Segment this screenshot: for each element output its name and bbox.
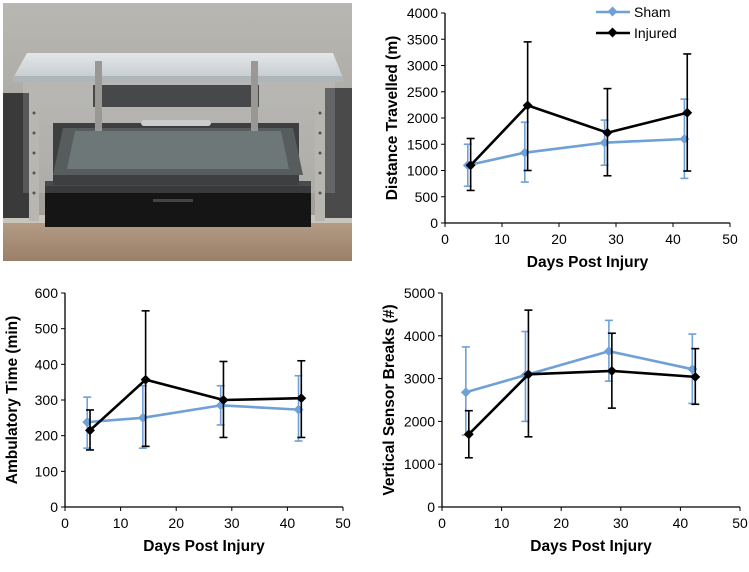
y-tick-label: 4000 — [407, 5, 438, 21]
y-tick-label: 2500 — [407, 84, 438, 100]
injured-data-point — [218, 395, 229, 405]
sham-series-line — [87, 404, 299, 424]
y-tick-label: 600 — [35, 285, 59, 301]
x-tick-label: 0 — [438, 515, 446, 531]
y-tick-label: 1000 — [407, 163, 438, 179]
y-tick-label: 5000 — [404, 285, 435, 301]
x-tick-label: 0 — [61, 515, 69, 531]
legend: Sham Injured — [596, 4, 677, 41]
y-tick-label: 400 — [35, 356, 59, 372]
x-tick-label: 10 — [113, 515, 129, 531]
x-tick-label: 40 — [673, 515, 689, 531]
x-tick-label: 30 — [224, 515, 240, 531]
activity-chamber-photo — [3, 3, 352, 261]
injured-data-point — [85, 425, 95, 436]
x-tick-label: 20 — [168, 515, 184, 531]
x-axis-label: Days Post Injury — [530, 538, 652, 555]
x-tick-label: 50 — [335, 515, 351, 531]
x-tick-label: 40 — [665, 231, 681, 247]
x-tick-label: 0 — [441, 231, 449, 247]
x-tick-label: 50 — [722, 231, 738, 247]
injured-series-line — [467, 369, 696, 436]
y-tick-label: 4000 — [404, 328, 435, 344]
injured-data-point — [682, 107, 693, 118]
y-tick-label: 100 — [35, 463, 59, 479]
y-tick-label: 2000 — [407, 110, 438, 126]
injured-data-point — [690, 371, 701, 382]
legend-sham-marker — [607, 6, 618, 17]
ambulatory-time-chart: 0 100 200 300 400 500 600 0 10 20 30 40 50 Days Post … — [4, 285, 351, 555]
injured-data-point — [465, 160, 476, 171]
injured-data-point — [463, 429, 474, 440]
y-tick-label: 3000 — [407, 58, 438, 74]
y-axis-label: Vertical Sensor Breaks (#) — [381, 304, 398, 495]
vertical-sensor-breaks-chart: 0 1000 2000 3000 4000 5000 0 10 20 30 40 50 Days Pos… — [381, 285, 748, 555]
x-tick-label: 30 — [608, 231, 624, 247]
x-tick-label: 10 — [494, 515, 510, 531]
sham-data-point — [460, 387, 471, 398]
chart-plot: 0 100 200 300 400 500 600 0 10 20 30 40 50 Days Post … — [4, 285, 351, 555]
y-tick-label: 0 — [430, 215, 438, 231]
x-tick-label: 20 — [553, 515, 569, 531]
y-tick-label: 0 — [427, 499, 435, 515]
injured-series-line — [89, 378, 302, 432]
legend-injured-label: Injured — [634, 25, 677, 41]
y-tick-label: 500 — [35, 321, 59, 337]
y-axis-label: Ambulatory Time (min) — [4, 316, 21, 485]
injured-series-line — [469, 104, 688, 167]
y-tick-label: 500 — [415, 189, 439, 205]
x-tick-label: 40 — [280, 515, 296, 531]
y-tick-label: 300 — [35, 392, 59, 408]
y-axis-label: Distance Travelled (m) — [384, 36, 401, 201]
x-tick-label: 30 — [613, 515, 629, 531]
chart-plot: 0 500 1000 1500 2000 2500 3000 3500 4000 0 10 20 30 4… — [384, 5, 738, 271]
y-tick-label: 1000 — [404, 456, 435, 472]
chart-plot: 0 1000 2000 3000 4000 5000 0 10 20 30 40 50 Days Pos… — [381, 285, 748, 555]
sham-series-line — [465, 349, 693, 394]
legend-sham-label: Sham — [634, 4, 671, 20]
injured-data-point — [140, 374, 151, 385]
distance-travelled-chart: 0 500 1000 1500 2000 2500 3000 3500 4000 0 10 20 30 4… — [384, 4, 738, 271]
x-tick-label: 10 — [494, 231, 510, 247]
y-tick-label: 200 — [35, 428, 59, 444]
sham-series-line — [467, 137, 685, 167]
legend-injured-marker — [607, 27, 618, 38]
x-tick-label: 20 — [551, 231, 567, 247]
y-tick-label: 3000 — [404, 371, 435, 387]
y-tick-label: 3500 — [407, 31, 438, 47]
y-tick-label: 0 — [50, 499, 58, 515]
x-tick-label: 50 — [732, 515, 748, 531]
x-axis-label: Days Post Injury — [527, 254, 649, 271]
y-tick-label: 2000 — [404, 413, 435, 429]
x-axis-label: Days Post Injury — [143, 538, 265, 555]
y-tick-label: 1500 — [407, 136, 438, 152]
